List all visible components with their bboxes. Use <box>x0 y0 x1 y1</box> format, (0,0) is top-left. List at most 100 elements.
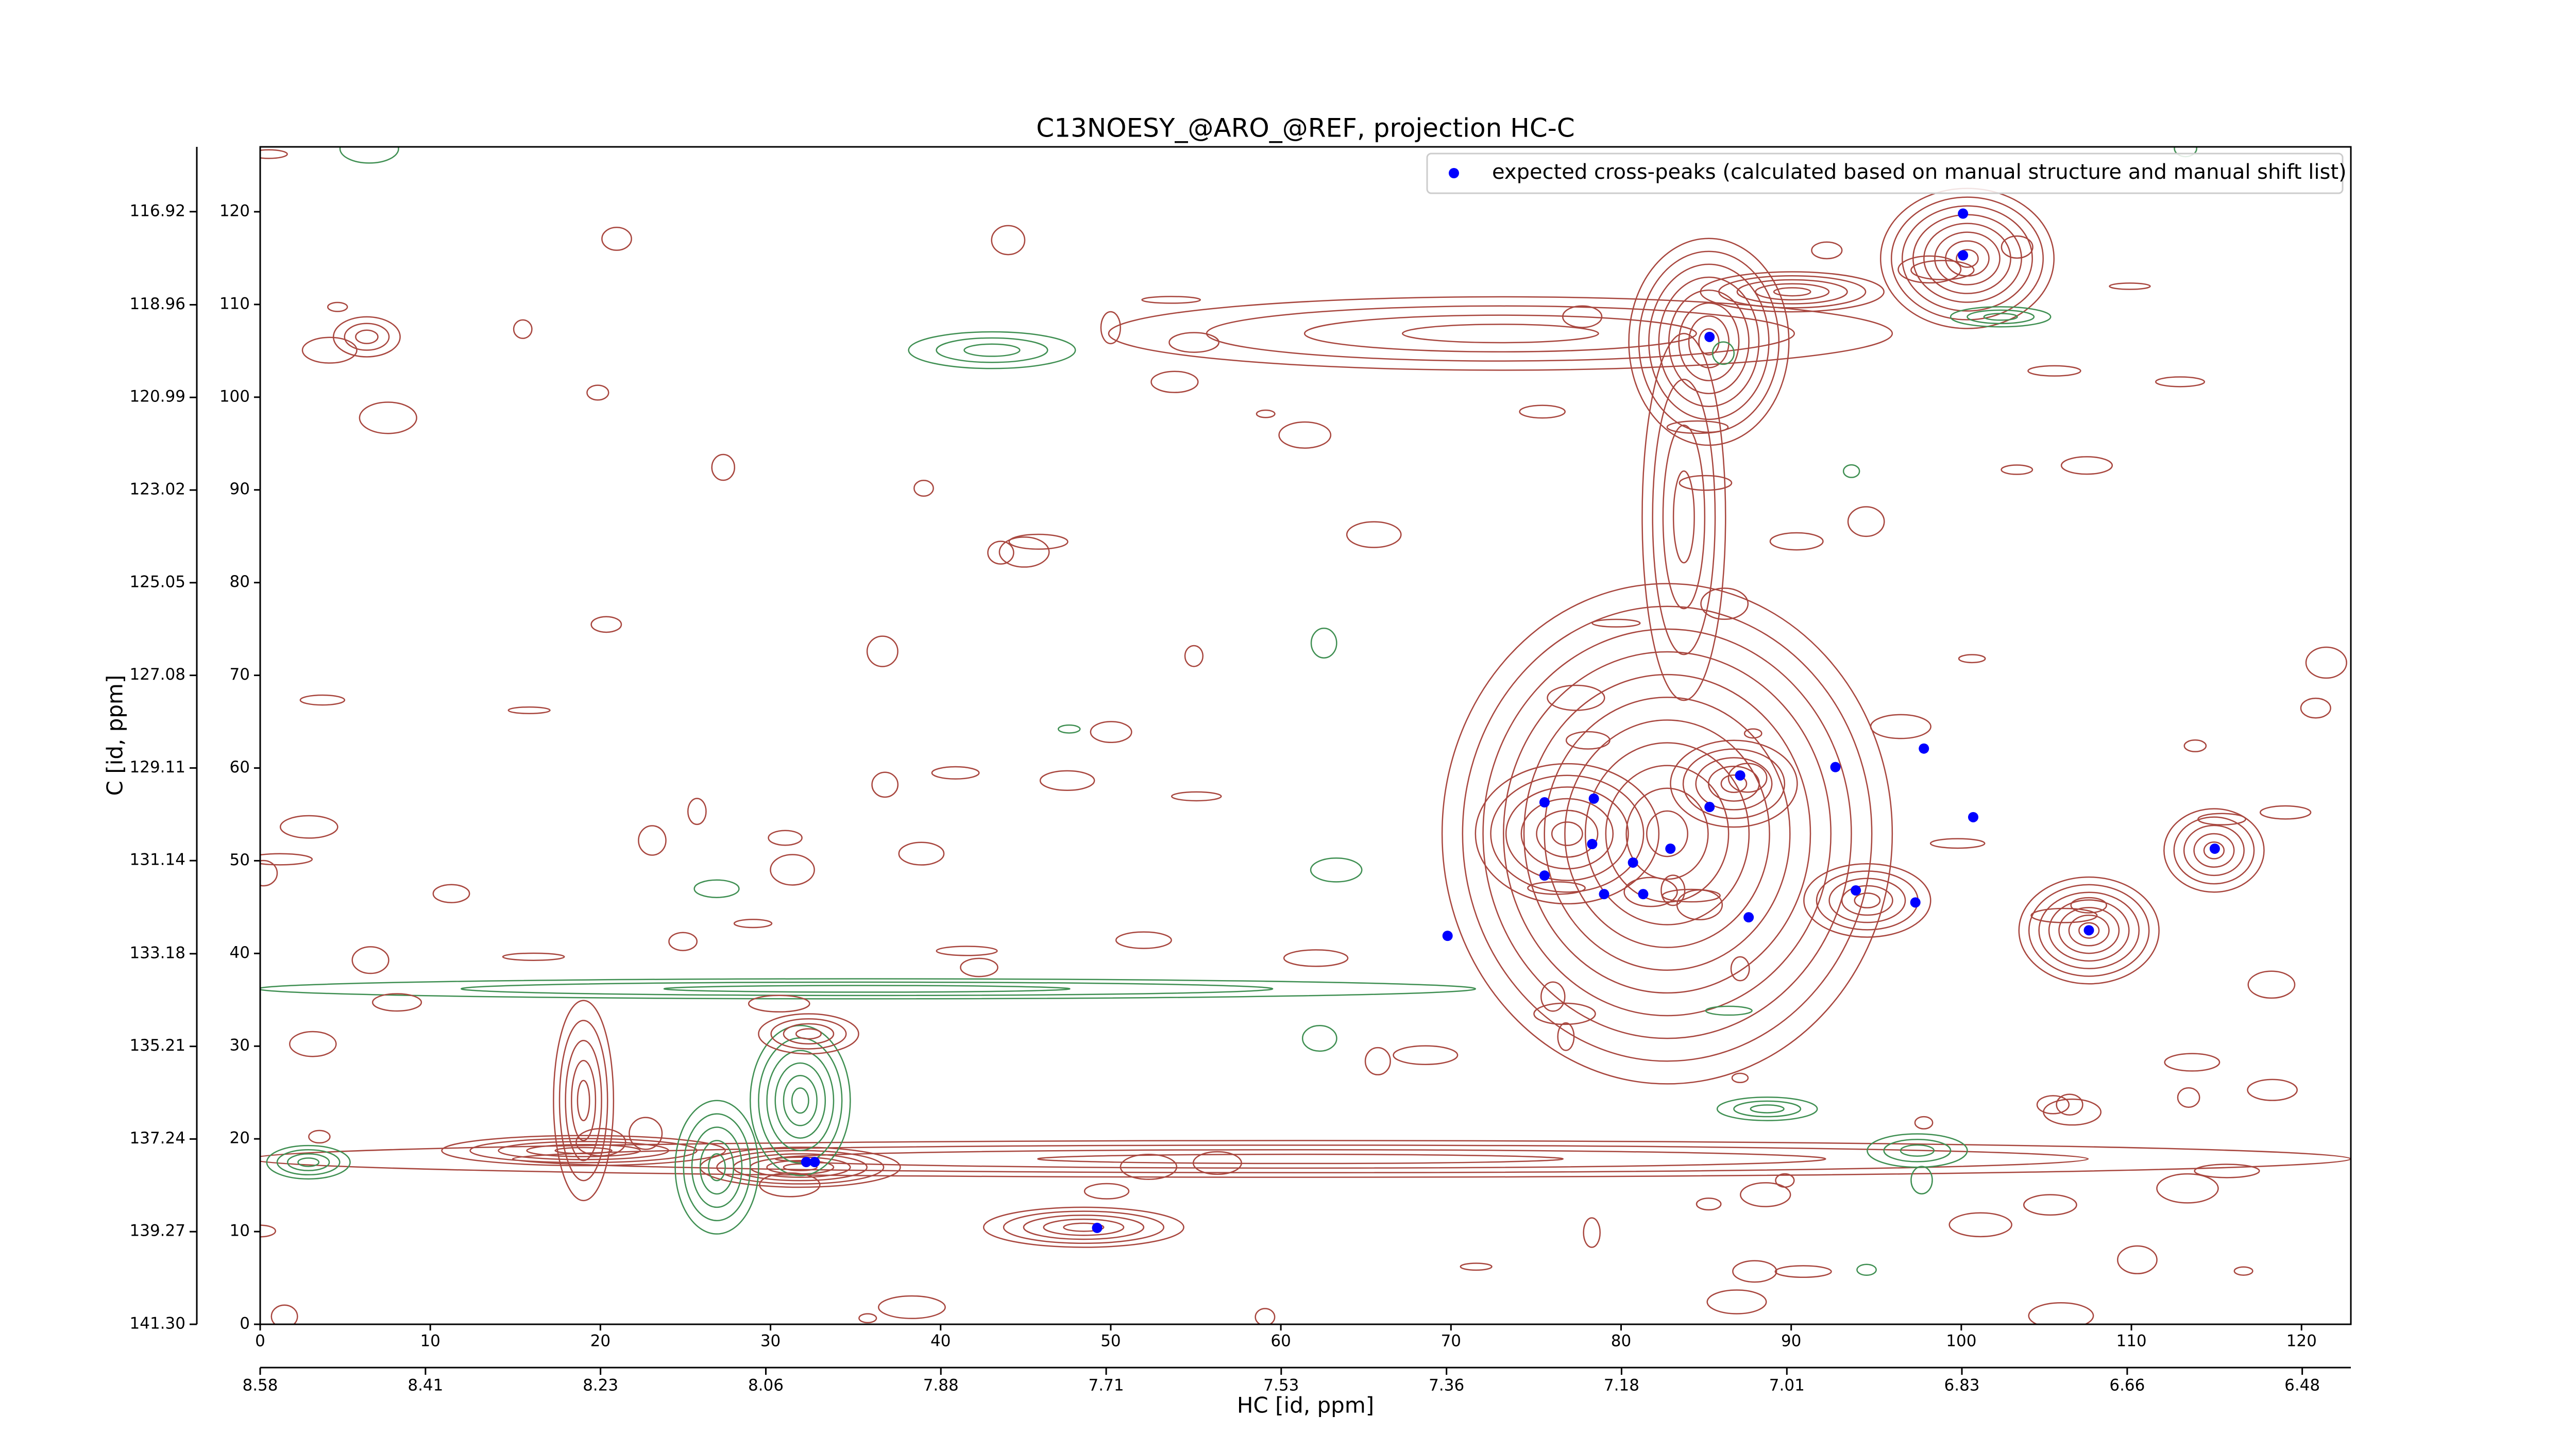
contour-noise <box>748 995 810 1013</box>
contour <box>1402 324 1599 344</box>
cross-peak-marker <box>1830 762 1841 772</box>
contour <box>774 1062 826 1139</box>
contour-noise <box>987 541 1014 565</box>
x-tick-label: 110 <box>2116 1332 2146 1351</box>
contour <box>1584 742 1750 925</box>
x2-tick-label: 8.23 <box>583 1376 618 1395</box>
x2-tick-label: 8.06 <box>748 1376 784 1395</box>
contour <box>1523 673 1811 994</box>
cross-peak-marker <box>1851 885 1861 896</box>
contour-noise <box>1192 1151 1242 1175</box>
contour <box>1648 263 1770 420</box>
contour-noise <box>1557 1022 1575 1051</box>
contour-noise <box>1730 956 1750 982</box>
contour <box>558 1020 608 1182</box>
contour-noise <box>1897 255 1962 284</box>
contour-noise <box>575 1127 626 1157</box>
contour <box>674 1100 759 1235</box>
x-tick-label: 40 <box>930 1332 951 1351</box>
y2-tick-label: 131.14 <box>130 851 185 869</box>
contour <box>276 1149 341 1176</box>
contour <box>758 1037 843 1164</box>
contour-noise <box>1364 1047 1391 1075</box>
x-tick-label: 90 <box>1781 1332 1801 1351</box>
y2-tick-label: 120.99 <box>130 387 185 406</box>
y2-tick-label: 127.08 <box>130 665 185 684</box>
contour-noise <box>1562 305 1603 328</box>
contour-noise <box>1660 874 1686 906</box>
contour-noise <box>507 706 551 714</box>
contour-noise <box>590 616 622 633</box>
cross-peak-marker <box>1919 743 1929 754</box>
contour <box>2018 876 2160 985</box>
contour-noise <box>1727 763 1768 793</box>
contour <box>1063 1222 1105 1232</box>
contour-noise <box>931 766 980 780</box>
contour-noise <box>960 957 998 978</box>
x-tick-label: 10 <box>420 1332 440 1351</box>
contour <box>1883 1139 1952 1162</box>
contour-noise <box>1057 724 1081 734</box>
contour-noise <box>1141 296 1201 304</box>
contour <box>1625 787 1709 880</box>
contour <box>1490 774 1645 893</box>
contour <box>708 1153 726 1182</box>
contour-noise <box>733 918 773 929</box>
x-tick-label: 50 <box>1100 1332 1121 1351</box>
contour-noise <box>1393 1045 1459 1065</box>
contour-noise <box>2194 1164 2260 1178</box>
y-tick-label: 50 <box>230 851 250 869</box>
contour-noise <box>2027 365 2081 377</box>
contour-noise <box>308 1130 331 1144</box>
contour <box>2173 816 2255 885</box>
contour-noise <box>260 149 288 159</box>
contour <box>1475 763 1660 905</box>
contour-noise <box>1256 409 1276 418</box>
x-tick-label: 100 <box>1946 1332 1976 1351</box>
cross-peak-marker <box>1539 870 1550 881</box>
contour <box>2028 884 2150 977</box>
contour <box>1956 249 1979 268</box>
contour-noise <box>1540 981 1566 1012</box>
contour <box>577 1080 590 1121</box>
contour <box>2058 907 2120 954</box>
contour-noise <box>513 319 533 339</box>
contour <box>1551 821 1583 846</box>
contour <box>699 1140 735 1195</box>
contour-noise <box>1743 728 1762 739</box>
contour <box>1544 696 1791 971</box>
y-tick-label: 120 <box>219 201 250 220</box>
contour-noise <box>2117 1245 2158 1274</box>
contour-noise <box>327 301 348 312</box>
contour <box>297 1157 320 1167</box>
contour <box>1503 651 1832 1017</box>
contour-noise <box>1706 1289 1767 1315</box>
contour-noise <box>1711 341 1735 365</box>
contour <box>1967 309 2035 325</box>
contour-noise <box>1533 1002 1596 1025</box>
contour-noise <box>898 841 945 866</box>
contour-noise <box>638 825 667 856</box>
contour <box>1945 240 1990 277</box>
contour <box>1695 757 1773 811</box>
contour-noise <box>1623 877 1678 907</box>
contour <box>1950 306 2052 328</box>
y2-tick-label: 129.11 <box>130 758 185 777</box>
y-tick-label: 0 <box>240 1315 250 1333</box>
x-tick-label: 30 <box>760 1332 781 1351</box>
contour <box>2068 914 2110 947</box>
contour-noise <box>432 884 470 903</box>
contour <box>1672 470 1695 564</box>
contour-noise <box>998 536 1050 568</box>
x2-tick-label: 6.66 <box>2109 1376 2145 1395</box>
contour-noise <box>936 946 998 956</box>
contour-noise <box>2247 1079 2298 1101</box>
cross-peak-marker <box>1704 802 1715 813</box>
y-tick-label: 20 <box>230 1129 250 1148</box>
contour-noise <box>1811 241 1843 260</box>
contour <box>908 331 1076 369</box>
contour-noise <box>1583 1217 1601 1248</box>
cross-peak-marker <box>2083 925 2094 936</box>
